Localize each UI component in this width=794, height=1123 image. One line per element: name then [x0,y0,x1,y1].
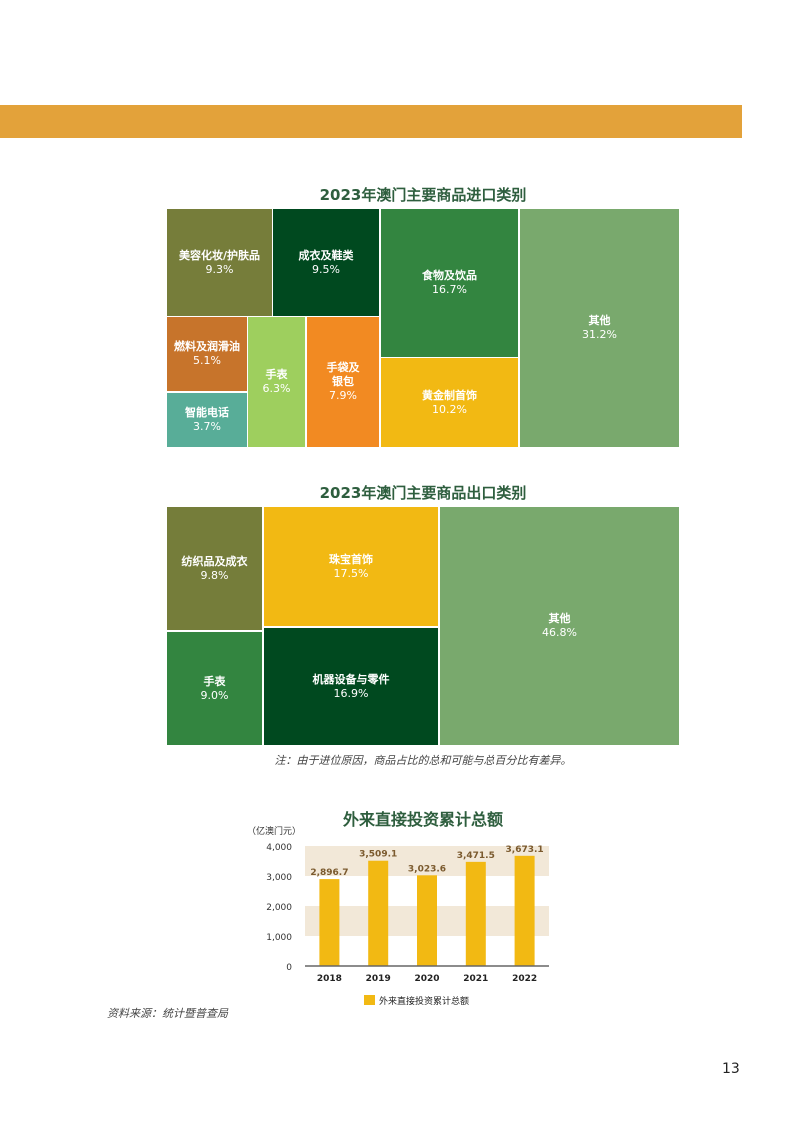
tile-label: 黄金制首饰 [422,388,477,402]
treemap-tile: 食物及饮品 16.7% [381,209,518,357]
import-title: 2023年澳门主要商品进口类别 [319,186,527,204]
tile-label: 机器设备与零件 [312,672,390,686]
x-tick-label: 2018 [317,974,342,984]
tile-value: 9.3% [205,262,234,276]
tile-value: 16.7% [432,283,467,296]
x-tick-label: 2022 [512,974,537,984]
y-tick-label: 3,000 [266,873,292,883]
bar [417,875,437,966]
tile-label: 其他 [588,314,611,327]
tile-value: 17.5% [333,566,369,580]
treemap-tile: 成衣及鞋类 9.5% [273,209,379,316]
treemap-tile: 纺织品及成衣 9.8% [167,507,262,630]
bar-value-label: 3,509.1 [359,850,397,860]
tile-value: 9.8% [200,568,229,582]
bar-value-label: 3,673.1 [506,845,544,855]
treemap-tile: 其他 46.8% [440,507,679,745]
tile-value: 9.5% [312,262,340,276]
tile-value: 5.1% [193,354,221,367]
tile-value: 9.0% [200,688,229,702]
tile-value: 46.8% [542,626,577,639]
legend-label: 外来直接投资累计总额 [379,995,469,1007]
y-tick-label: 0 [286,963,292,973]
export-title: 2023年澳门主要商品出口类别 [319,484,527,502]
tile-label: 智能电话 [185,406,229,419]
bar-value-label: 2,896.7 [310,868,348,878]
x-tick-label: 2021 [463,974,488,984]
tile-label: 食物及饮品 [422,269,477,282]
tile-label: 燃料及润滑油 [174,340,240,353]
grid-band [305,846,549,876]
treemap-tile: 黄金制首饰 10.2% [381,358,518,447]
tile-value: 10.2% [432,402,467,416]
tile-label: 成衣及鞋类 [298,248,354,262]
tile-label: 手表 [203,674,226,688]
x-tick-label: 2019 [366,974,391,984]
y-tick-label: 1,000 [266,933,292,943]
bar [319,879,340,966]
treemap-tile: 机器设备与零件 16.9% [264,628,438,745]
legend-swatch [364,995,375,1005]
bar [465,861,486,966]
tile-label: 纺织品及成衣 [181,554,248,568]
footnote: 注：由于进位原因，商品占比的总和可能与总百分比有差异。 [274,754,572,767]
treemap-tile: 美容化妆/护肤品 9.3% [167,209,272,316]
tile-value: 3.7% [193,420,221,433]
tile-label: 手袋及银包 [326,361,360,388]
bar [368,860,389,966]
treemap-tile: 手表 6.3% [248,317,305,447]
bar-value-label: 3,023.6 [408,864,446,874]
treemap-tile: 手表 9.0% [167,632,262,745]
treemap-tile: 珠宝首饰 17.5% [264,507,438,626]
bar [514,855,535,966]
y-tick-label: 4,000 [266,843,292,853]
tile-value: 31.2% [582,328,617,341]
tile-label: 其他 [548,612,571,625]
tile-value: 7.9% [329,389,357,402]
treemap-tile: 其他 31.2% [520,209,679,447]
page-number: 13 [722,1061,740,1077]
treemap-tile: 智能电话 3.7% [167,393,247,447]
bar-value-label: 3,471.5 [457,851,495,861]
tile-label: 珠宝首饰 [329,552,373,566]
tile-value: 16.9% [333,686,369,700]
treemap-tile: 手袋及银包 7.9% [307,317,379,447]
tile-label: 美容化妆/护肤品 [178,248,261,262]
tile-label: 手表 [265,368,288,381]
y-tick-label: 2,000 [266,903,292,913]
treemap-tile: 燃料及润滑油 5.1% [167,317,247,391]
fdi-title: 外来直接投资累计总额 [342,810,503,829]
header-banner [0,105,742,138]
y-axis-unit: （亿澳门元） [247,825,301,837]
tile-value: 6.3% [262,382,291,395]
x-tick-label: 2020 [414,974,439,984]
source: 资料来源：统计暨普查局 [107,1007,228,1020]
